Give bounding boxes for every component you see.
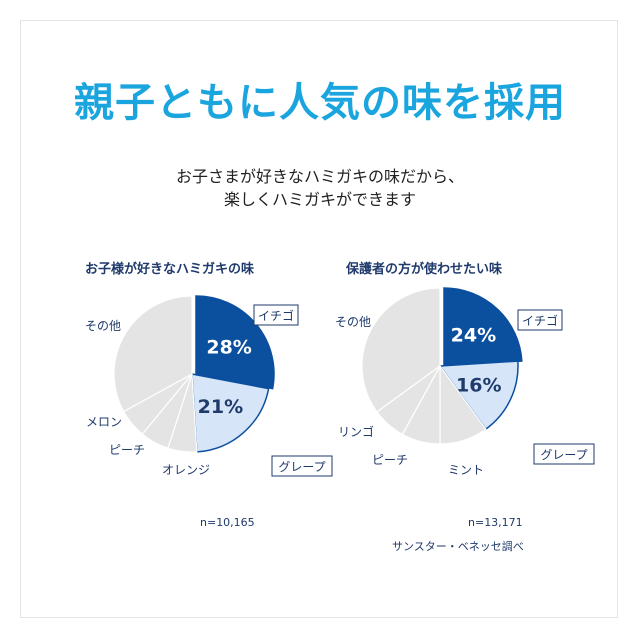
pie-1-slice-5 [361, 287, 441, 413]
pie-1-category-label-4: リンゴ [338, 424, 374, 439]
pie-0-slice-5 [113, 295, 193, 413]
pie-chart-children: 28% イチゴ 21% グレープ オレンジ ピーチ メロン その他 [85, 295, 333, 477]
pie-1-value-label-1: 16% [456, 374, 501, 396]
pie-0-category-label-5: その他 [85, 319, 121, 333]
chart-1-title: お子様が好きなハミガキの味 [85, 262, 255, 277]
pie-1-category-label-0: イチゴ [522, 313, 558, 328]
pie-0-value-label-0: 28% [206, 337, 251, 359]
source-note: サンスター・ベネッセ調べ [392, 540, 524, 553]
pie-1-category-label-3: ピーチ [372, 453, 408, 467]
pie-0-category-label-3: ピーチ [109, 443, 145, 457]
chart-2-title: 保護者の方が使わせたい味 [346, 262, 503, 277]
pie-1-slice-0 [443, 287, 523, 367]
pie-1-category-label-2: ミント [448, 463, 484, 477]
pie-0-value-label-1: 21% [198, 396, 243, 418]
pie-0-category-label-4: メロン [86, 415, 122, 429]
pie-1-value-label-0: 24% [451, 325, 496, 347]
chart-1-sample-size: n=10,165 [200, 516, 255, 529]
pie-0-label-box-0 [253, 304, 299, 326]
pie-1-label-box-1 [533, 443, 595, 465]
subtitle-line-2: 楽しくハミガキができます [223, 190, 416, 209]
subtitle-line-1: お子さまが好きなハミガキの味だから、 [175, 167, 464, 186]
pie-1-category-label-5: その他 [335, 315, 371, 329]
pie-0-label-box-1 [271, 455, 333, 477]
pie-0-category-label-0: イチゴ [258, 308, 294, 323]
pie-0-category-label-2: オレンジ [162, 463, 210, 477]
content-frame [20, 20, 618, 618]
chart-2-sample-size: n=13,171 [468, 516, 523, 529]
pie-1-label-box-0 [517, 309, 563, 331]
pie-1-category-label-1: グレープ [540, 448, 587, 462]
pie-0-slice-1 [191, 373, 270, 453]
pie-1-slice-1 [438, 360, 519, 431]
headline: 親子ともに人気の味を採用 [74, 80, 566, 126]
pie-0-category-label-1: グレープ [278, 460, 325, 474]
